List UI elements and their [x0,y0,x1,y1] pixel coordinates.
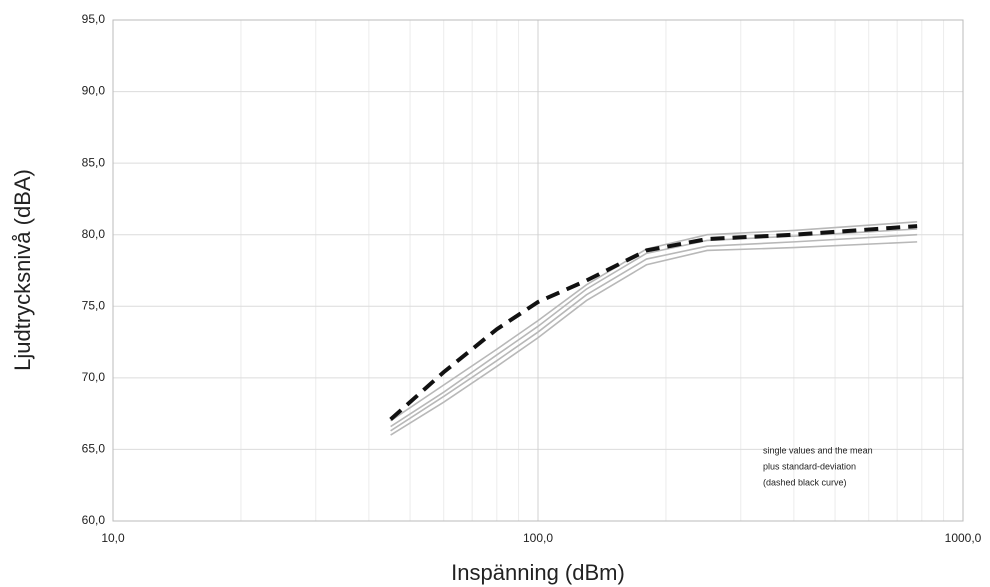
series-line [390,221,918,422]
annotation: single values and the mean [763,445,873,455]
annotation: plus standard-deviation [763,461,856,471]
series-line [390,241,918,436]
series-line [390,233,918,432]
y-tick-label: 95,0 [82,12,106,26]
mean-line [389,224,918,421]
y-axis-title: Ljudtrycksnivå (dBA) [10,169,35,371]
x-tick-label: 10,0 [101,531,125,545]
y-tick-label: 70,0 [82,370,106,384]
y-tick-label: 80,0 [82,227,106,241]
annotation: (dashed black curve) [763,477,847,487]
x-tick-label: 100,0 [523,531,553,545]
y-tick-label: 75,0 [82,298,106,312]
y-tick-label: 85,0 [82,155,106,169]
x-axis-title: Inspänning (dBm) [451,560,625,585]
x-tick-label: 1000,0 [945,531,982,545]
y-tick-label: 60,0 [82,513,106,527]
y-tick-label: 65,0 [82,442,106,456]
y-tick-label: 90,0 [82,84,106,98]
plot-border [112,19,964,522]
